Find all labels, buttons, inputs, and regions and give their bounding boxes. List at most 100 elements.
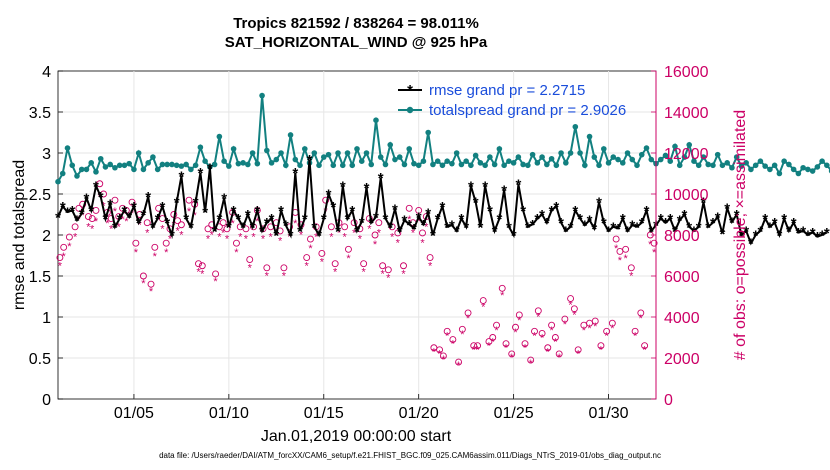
rmse-series: ****************************************… <box>55 152 830 253</box>
obs-possible-marker <box>538 329 546 337</box>
totalspread-point <box>619 160 626 166</box>
obs-assimilated-marker: * <box>137 220 142 232</box>
totalspread-point <box>74 173 80 179</box>
totalspread-point <box>135 150 142 156</box>
totalspread-point <box>444 158 450 164</box>
rmse-point: * <box>791 215 797 232</box>
rmse-point: * <box>800 223 806 240</box>
rmse-point: * <box>458 211 464 228</box>
rmse-point: * <box>354 223 360 240</box>
obs-possible-marker <box>627 264 635 272</box>
totalspread-point <box>719 162 726 169</box>
totalspread-point <box>406 146 413 152</box>
obs-possible-marker <box>303 254 311 261</box>
obs-possible-marker <box>603 327 611 335</box>
obs-assimilated-marker: * <box>130 208 135 220</box>
rmse-point: * <box>302 211 308 228</box>
obs-assimilated-marker: * <box>377 228 382 240</box>
obs-possible-marker <box>415 206 423 214</box>
obs-possible-marker <box>280 264 288 272</box>
rmse-point: * <box>667 211 673 228</box>
obs-assimilated-marker: * <box>134 247 139 259</box>
y-tick-label: 1 <box>42 310 51 327</box>
y2-axis-ticks: 0 2000 4000 6000 8000 10000 12000 14000 16000 <box>651 64 709 409</box>
rmse-point: * <box>482 178 488 195</box>
rmse-point: * <box>814 229 820 246</box>
totalspread-point <box>264 147 270 154</box>
totalspread-point <box>392 156 398 163</box>
rmse-point: * <box>781 211 787 228</box>
totalspread-point <box>344 150 351 156</box>
rmse-point: * <box>819 228 825 245</box>
rmse-point: * <box>753 228 759 245</box>
rmse-point: * <box>169 228 175 245</box>
rmse-point: * <box>88 203 94 220</box>
obs-possible-marker <box>608 319 616 327</box>
totalspread-point <box>192 162 199 169</box>
obs-possible-marker <box>198 262 206 270</box>
totalspread-point <box>767 166 773 173</box>
obs-assimilated-marker: * <box>407 214 412 226</box>
rmse-point: * <box>150 219 156 236</box>
x-tick-label: 01/25 <box>494 405 534 422</box>
obs-possible-marker <box>177 221 185 229</box>
obs-possible-marker <box>151 243 159 251</box>
totalspread-point <box>790 166 797 173</box>
totalspread-point <box>159 161 166 168</box>
obs-assimilated-marker: * <box>308 243 313 255</box>
totalspread-point <box>425 129 431 136</box>
totalspread-point <box>548 155 555 162</box>
totalspread-point <box>700 154 707 160</box>
obs-assimilated-marker: * <box>261 233 266 245</box>
totalspread-point <box>349 162 356 169</box>
totalspread-point <box>150 154 156 160</box>
obs-assimilated-marker: * <box>255 216 260 228</box>
obs-possible-marker <box>548 321 556 329</box>
rmse-point: * <box>477 219 483 236</box>
rmse-line <box>57 159 828 246</box>
rmse-point: * <box>364 180 370 197</box>
rmse-point: * <box>492 223 498 240</box>
obs-possible-marker <box>567 295 575 302</box>
totalspread-point <box>729 164 735 171</box>
obs-assimilated-marker: * <box>217 231 222 243</box>
rmse-point: * <box>378 170 384 187</box>
totalspread-point <box>178 163 185 169</box>
rmse-point: * <box>473 195 479 212</box>
obs-assimilated-marker: * <box>491 337 496 349</box>
rmse-point: * <box>221 191 227 208</box>
obs-assimilated-marker: * <box>417 216 422 228</box>
totalspread-point <box>377 154 384 160</box>
totalspread-point <box>283 162 289 169</box>
rmse-point: * <box>231 203 237 220</box>
totalspread-point <box>121 162 128 169</box>
obs-possible-marker <box>259 225 267 233</box>
obs-possible-marker <box>489 334 497 341</box>
obs-assimilated-marker: * <box>367 224 372 236</box>
totalspread-point <box>510 160 517 166</box>
rmse-point: * <box>178 168 184 185</box>
obs-assimilated-marker: * <box>536 311 541 323</box>
rmse-point: * <box>786 223 792 240</box>
obs-possible-marker <box>119 204 126 212</box>
obs-assimilated-marker: * <box>500 290 505 302</box>
totalspread-point <box>273 156 280 163</box>
obs-possible-marker <box>195 260 202 268</box>
obs-possible-marker <box>464 309 472 317</box>
obs-assimilated-marker: * <box>568 300 573 312</box>
totalspread-point <box>140 166 147 173</box>
totalspread-point <box>368 161 375 168</box>
rmse-point: * <box>155 211 161 228</box>
totalspread-point <box>515 154 522 160</box>
totalspread-point <box>430 161 436 168</box>
rmse-point: * <box>634 219 640 236</box>
y-axis-ticks: 0 0.5 1 1.5 2 2.5 3 3.5 4 <box>29 64 63 409</box>
rmse-point: * <box>307 152 313 169</box>
rmse-point: * <box>553 199 559 216</box>
obs-possible-marker <box>345 245 352 253</box>
obs-possible-marker <box>185 196 193 204</box>
obs-assimilated-marker: * <box>593 321 598 333</box>
totalspread-point <box>586 133 593 140</box>
obs-possible-marker <box>485 338 493 346</box>
obs-assimilated-marker: * <box>179 229 184 241</box>
